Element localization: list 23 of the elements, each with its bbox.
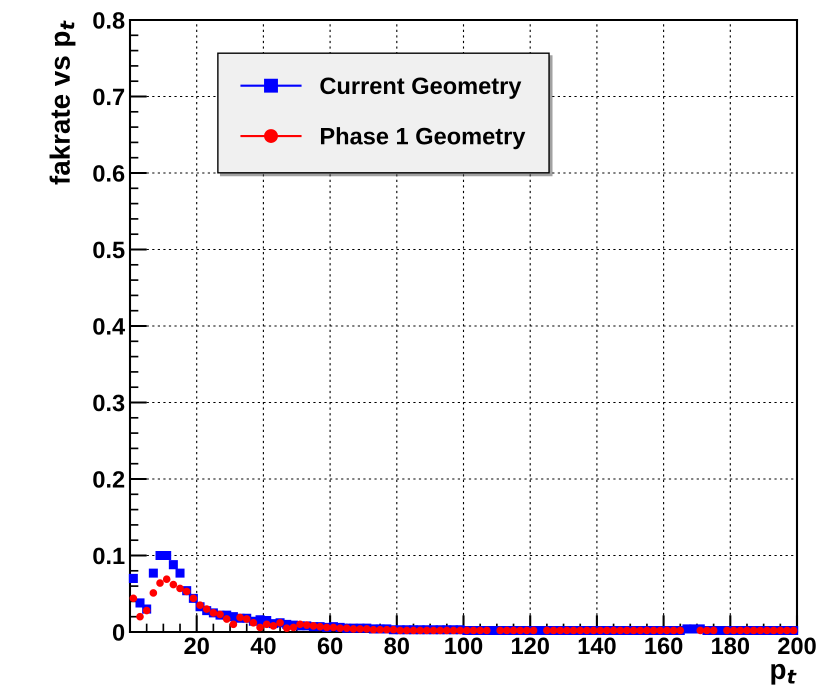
x-tick-label: 180 bbox=[712, 637, 750, 654]
x-tick-label: 40 bbox=[250, 637, 276, 654]
x-tick-label: 200 bbox=[778, 637, 816, 654]
y-tick-label: 0.7 bbox=[93, 88, 124, 106]
y-tick-label: 0.3 bbox=[93, 394, 124, 412]
x-tick-label: 160 bbox=[645, 637, 682, 654]
x-axis-title: p$_{t}$ bbox=[771, 664, 797, 685]
x-tick-label: 20 bbox=[184, 637, 209, 654]
y-tick-label: 0.5 bbox=[93, 242, 124, 258]
y-tick-label: 0.2 bbox=[93, 471, 124, 488]
x-tick-label: 120 bbox=[512, 637, 549, 654]
x-tick-label: 80 bbox=[384, 637, 409, 654]
legend-label: Phase 1 Geometry bbox=[320, 127, 526, 150]
legend-label: Current Geometry bbox=[320, 77, 522, 99]
y-tick-label: 0.4 bbox=[93, 318, 126, 335]
y-tick-label: 0.8 bbox=[93, 12, 124, 29]
y-axis-title: fakrate vs p$_{t}$ bbox=[50, 20, 76, 185]
x-tick-label: 140 bbox=[578, 637, 616, 654]
y-tick-label: 0.6 bbox=[93, 165, 124, 182]
y-tick-label: 0.1 bbox=[93, 548, 124, 564]
x-tick-label: 100 bbox=[445, 637, 482, 654]
y-tick-label: 0 bbox=[112, 624, 124, 641]
x-tick-label: 60 bbox=[318, 637, 342, 654]
